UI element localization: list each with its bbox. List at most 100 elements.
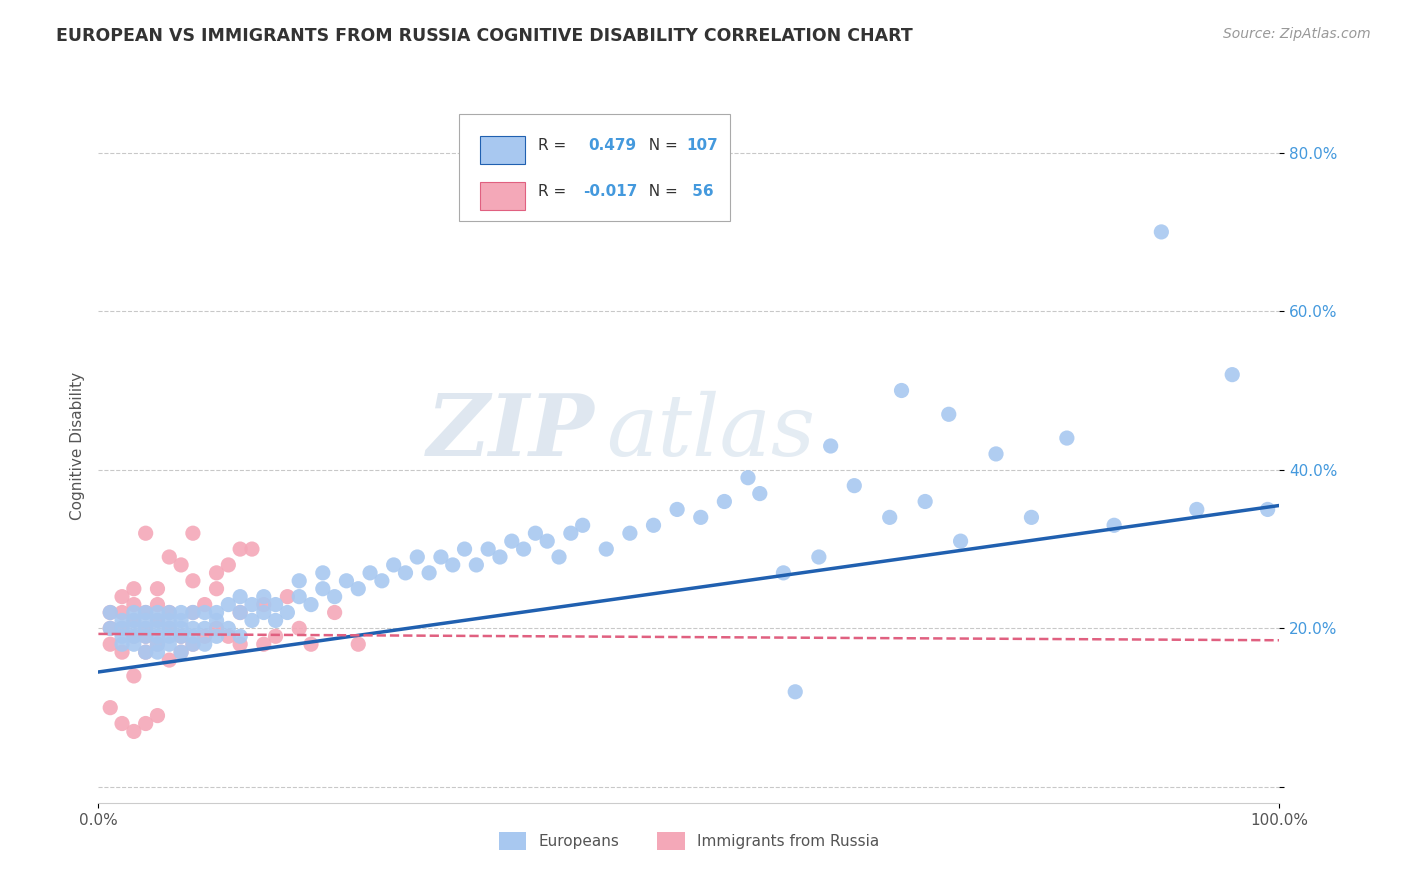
Point xyxy=(122,614,145,628)
Point xyxy=(98,606,121,620)
Point xyxy=(253,637,276,651)
Point xyxy=(430,549,453,564)
Point xyxy=(135,621,157,635)
Point xyxy=(157,637,180,651)
Point xyxy=(146,598,169,612)
Point xyxy=(205,621,228,635)
Point xyxy=(807,549,830,564)
FancyBboxPatch shape xyxy=(458,114,730,221)
Point xyxy=(264,614,287,628)
Point xyxy=(772,566,794,580)
Point xyxy=(170,629,193,643)
Point xyxy=(406,549,429,564)
Point xyxy=(170,614,193,628)
Point xyxy=(465,558,488,572)
Point xyxy=(359,566,381,580)
Point xyxy=(820,439,842,453)
Point xyxy=(205,614,228,628)
Point xyxy=(111,590,134,604)
Point xyxy=(501,534,523,549)
Point xyxy=(264,629,287,643)
Point xyxy=(135,614,157,628)
Point xyxy=(914,494,936,508)
Point xyxy=(111,621,134,635)
Point xyxy=(949,534,972,549)
FancyBboxPatch shape xyxy=(479,182,524,210)
Point xyxy=(146,645,169,659)
Point xyxy=(394,566,416,580)
Point xyxy=(181,526,204,541)
Point xyxy=(713,494,735,508)
Point xyxy=(240,598,263,612)
Point xyxy=(312,582,335,596)
Point xyxy=(595,542,617,557)
Point xyxy=(146,708,169,723)
Point xyxy=(984,447,1007,461)
Point xyxy=(170,606,193,620)
Point xyxy=(98,621,121,635)
Point xyxy=(122,582,145,596)
Point xyxy=(111,606,134,620)
Point xyxy=(157,621,180,635)
Point xyxy=(666,502,689,516)
Point xyxy=(619,526,641,541)
Point xyxy=(98,637,121,651)
Point xyxy=(181,637,204,651)
Text: -0.017: -0.017 xyxy=(582,184,637,199)
Point xyxy=(229,637,252,651)
Text: Source: ZipAtlas.com: Source: ZipAtlas.com xyxy=(1223,27,1371,41)
Point xyxy=(205,582,228,596)
Point xyxy=(181,637,204,651)
Legend: Europeans, Immigrants from Russia: Europeans, Immigrants from Russia xyxy=(492,826,886,855)
Point xyxy=(205,629,228,643)
Point xyxy=(194,598,217,612)
Text: atlas: atlas xyxy=(606,391,815,473)
Point xyxy=(135,629,157,643)
Point xyxy=(524,526,547,541)
Y-axis label: Cognitive Disability: Cognitive Disability xyxy=(69,372,84,520)
Point xyxy=(323,590,346,604)
Point xyxy=(536,534,558,549)
Text: R =: R = xyxy=(537,184,571,199)
Point xyxy=(157,614,180,628)
Point xyxy=(111,645,134,659)
Point xyxy=(146,582,169,596)
Point xyxy=(1185,502,1208,516)
Point xyxy=(1021,510,1043,524)
Point xyxy=(217,629,239,643)
Point xyxy=(135,606,157,620)
Point xyxy=(135,526,157,541)
Point xyxy=(111,621,134,635)
Point xyxy=(122,637,145,651)
Point xyxy=(890,384,912,398)
Point xyxy=(181,606,204,620)
Point xyxy=(489,549,512,564)
Point xyxy=(240,614,263,628)
Point xyxy=(122,629,145,643)
Point xyxy=(571,518,593,533)
Point xyxy=(122,669,145,683)
Point xyxy=(98,606,121,620)
Point xyxy=(111,614,134,628)
Point xyxy=(299,598,322,612)
Point xyxy=(111,716,134,731)
Text: N =: N = xyxy=(640,138,683,153)
Point xyxy=(157,549,180,564)
Point xyxy=(146,614,169,628)
Text: 0.479: 0.479 xyxy=(589,138,637,153)
Point xyxy=(157,653,180,667)
Point xyxy=(111,637,134,651)
Point xyxy=(371,574,394,588)
Point xyxy=(288,621,311,635)
Text: 56: 56 xyxy=(686,184,713,199)
Point xyxy=(276,590,298,604)
Point xyxy=(98,700,121,714)
Point xyxy=(548,549,571,564)
Point xyxy=(418,566,440,580)
Point xyxy=(217,598,239,612)
Point xyxy=(276,606,298,620)
Point xyxy=(194,629,217,643)
Point xyxy=(229,590,252,604)
Point xyxy=(748,486,770,500)
Point xyxy=(194,637,217,651)
